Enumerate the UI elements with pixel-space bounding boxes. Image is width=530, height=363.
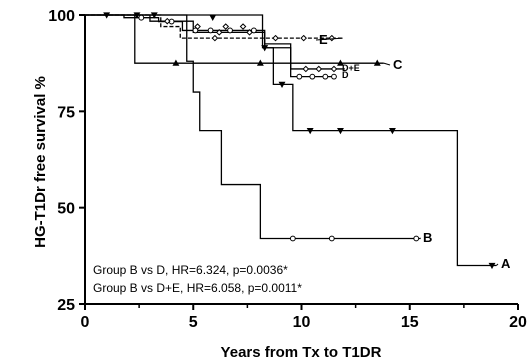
censor-mark-d-plus-e [315, 65, 323, 73]
x-tick-label: 0 [81, 314, 90, 331]
y-tick-label: 100 [48, 8, 75, 25]
censor-mark-c [337, 59, 344, 66]
censor-mark-b [328, 235, 335, 242]
series-label-c: C [393, 57, 403, 72]
censor-mark-c [172, 59, 180, 66]
y-tick-label: 75 [57, 104, 75, 121]
censor-mark-d-plus-e [302, 65, 310, 73]
censor-mark-e [211, 34, 219, 42]
series-line-e [85, 14, 343, 39]
censor-mark-a [388, 128, 396, 135]
x-tick-label: 10 [293, 314, 311, 331]
censor-mark-b [413, 235, 420, 242]
censor-mark-c [373, 59, 381, 66]
censor-mark-d-plus-e [246, 29, 253, 36]
y-axis-title: HG-T1Dr free survival % [32, 76, 49, 248]
censor-mark-a [306, 128, 314, 135]
censor-mark-e [328, 34, 336, 42]
censor-mark-d [207, 27, 214, 34]
survival-curves [85, 14, 497, 267]
censor-mark-d [138, 14, 145, 21]
censor-mark-d [296, 73, 303, 80]
censor-mark-d-plus-e [215, 29, 223, 36]
series-label-d-plus-e: D+E [342, 63, 360, 73]
censor-mark-e [272, 34, 279, 42]
x-tick-label: 5 [189, 314, 198, 331]
x-tick-label: 15 [401, 314, 419, 331]
series-label-d: D [342, 70, 349, 80]
label-leader-e [315, 37, 343, 41]
censor-mark-a [150, 12, 158, 19]
series-label-a: A [501, 256, 511, 271]
x-tick-label: 20 [509, 314, 527, 331]
censor-mark-e [239, 23, 247, 30]
censor-mark-a [133, 12, 141, 19]
censor-mark-d [250, 27, 257, 34]
y-tick-label: 50 [57, 201, 75, 218]
label-leader-c [383, 62, 391, 66]
censor-mark-b [289, 235, 296, 242]
censor-mark-a [261, 45, 269, 52]
axes: 0 5 10 15 20 25 50 75 100 [48, 8, 527, 331]
censor-mark-d [322, 73, 329, 80]
series-line-d-plus-e [85, 14, 345, 70]
series-label-b: B [423, 230, 432, 245]
censor-mark-a [103, 12, 111, 19]
series-line-b [85, 14, 421, 240]
censor-mark-d [309, 73, 316, 80]
censor-mark-d [331, 73, 337, 80]
censor-mark-d-plus-e [163, 17, 171, 25]
censor-mark-a [488, 262, 496, 270]
x-axis-title: Years from Tx to T1DR [221, 344, 382, 361]
censor-mark-e [222, 23, 230, 30]
series-line-d [85, 14, 337, 78]
censor-mark-d-plus-e [330, 65, 338, 73]
label-leader-a [496, 263, 499, 266]
y-tick-label: 25 [57, 297, 75, 314]
censor-mark-a [209, 14, 217, 21]
censor-mark-c [256, 59, 264, 66]
series-line-c [85, 14, 384, 64]
censor-mark-a [337, 128, 344, 135]
stat-annotation-2: Group B vs D+E, HR=6.058, p=0.0011* [93, 281, 302, 295]
censor-mark-d [192, 27, 199, 34]
censor-mark-a [278, 81, 286, 88]
censor-mark-d [227, 27, 233, 34]
censor-marks [103, 12, 496, 270]
censor-mark-e [194, 23, 201, 30]
stat-annotation-1: Group B vs D, HR=6.324, p=0.0036* [93, 263, 288, 277]
censor-mark-e [300, 34, 307, 42]
